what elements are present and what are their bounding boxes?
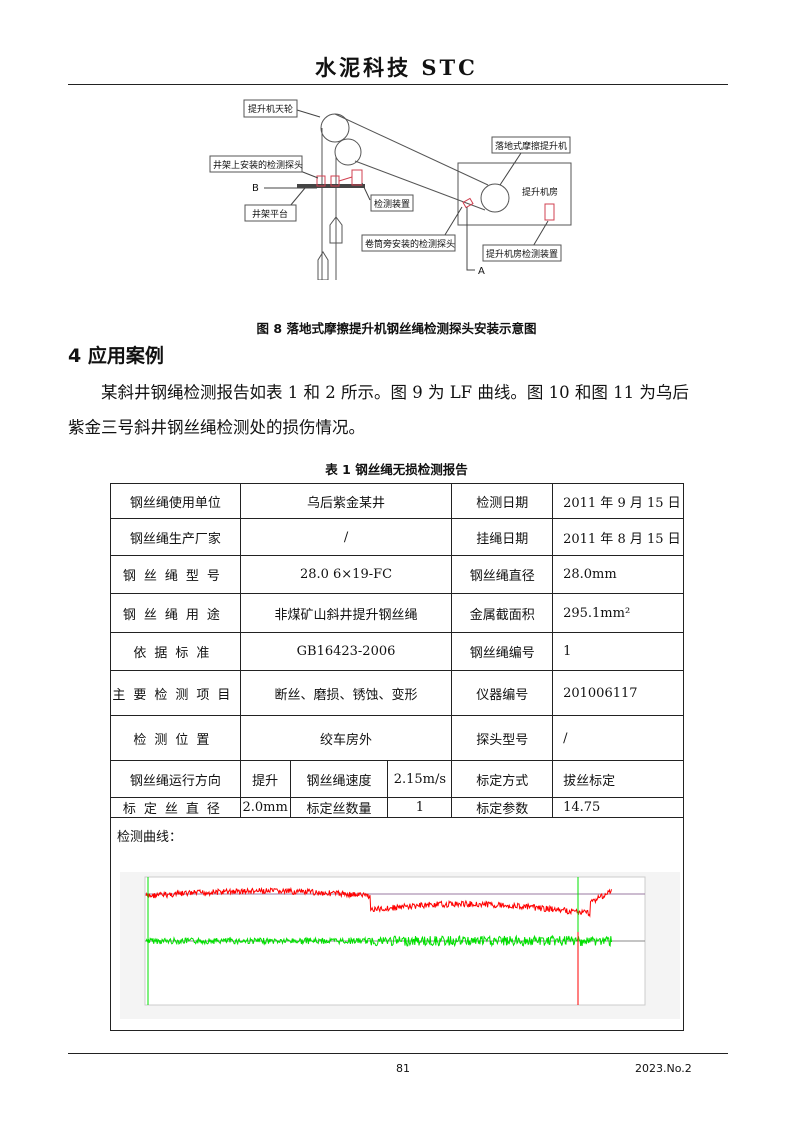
header-rule xyxy=(68,84,728,85)
field-label: 钢丝绳运行方向 xyxy=(110,760,241,798)
field-label: 钢丝绳直径 xyxy=(451,555,554,594)
field-label: 标定丝数量 xyxy=(289,797,389,818)
table-row: 标定丝直径 2.0mm 标定丝数量 1 标定参数 14.75 xyxy=(110,797,684,818)
table-row: 钢丝绳使用单位 乌后紫金某井 检测日期 2011 年 9 月 15 日 xyxy=(110,483,684,519)
field-label: 金属截面积 xyxy=(451,593,554,633)
lf-curve-chart xyxy=(120,872,680,1019)
field-value: / xyxy=(239,518,453,556)
field-value: 14.75 xyxy=(552,797,684,818)
field-label: 标定方式 xyxy=(451,760,554,798)
field-value: 28.0 6×19-FC xyxy=(239,555,453,594)
field-label: 标定参数 xyxy=(451,797,554,818)
field-value: 非煤矿山斜井提升钢丝绳 xyxy=(239,593,453,633)
field-label: 钢丝绳速度 xyxy=(289,760,389,798)
field-label: 钢丝绳用途 xyxy=(110,593,241,633)
field-label: 检测日期 xyxy=(451,483,554,519)
field-label: 仪器编号 xyxy=(451,670,554,716)
field-value: 295.1mm² xyxy=(552,593,684,633)
field-label: 钢丝绳生产厂家 xyxy=(110,518,241,556)
table-row: 钢丝绳用途 非煤矿山斜井提升钢丝绳 金属截面积 295.1mm² xyxy=(110,593,684,633)
issue-label: 2023.No.2 xyxy=(635,1062,692,1075)
field-value: 拔丝标定 xyxy=(552,760,684,798)
field-value: 乌后紫金某井 xyxy=(239,483,453,519)
label-sheave: 提升机天轮 xyxy=(248,103,293,115)
curve-label: 检测曲线： xyxy=(117,830,183,845)
table-row: 钢丝绳生产厂家 / 挂绳日期 2011 年 8 月 15 日 xyxy=(110,518,684,556)
table-1: 钢丝绳使用单位 乌后紫金某井 检测日期 2011 年 9 月 15 日钢丝绳生产厂家 /… xyxy=(110,483,684,1031)
label-probe-by-drum: 卷筒旁安装的检测探头 xyxy=(365,238,455,250)
lma-series-line xyxy=(145,886,612,918)
conveyance-2 xyxy=(329,216,343,244)
field-label: 挂绳日期 xyxy=(451,518,554,556)
field-label: 探头型号 xyxy=(451,715,554,761)
field-value: 1 xyxy=(387,797,453,818)
field-value: 2011 年 8 月 15 日 xyxy=(552,518,684,556)
table-1-caption: 表 1 钢丝绳无损检测报告 xyxy=(325,462,468,477)
table-row: 检测位置 绞车房外 探头型号 / xyxy=(110,715,684,761)
field-label: 钢丝绳使用单位 xyxy=(110,483,241,519)
field-label: 主要检测项目 xyxy=(110,670,241,716)
field-value: 2.0mm xyxy=(239,797,291,818)
figure-8-diagram: 提升机天轮 井架上安装的检测探头 B 井架平台 检测装置 卷筒旁安装的检测探头 … xyxy=(209,99,572,280)
lf-series-line xyxy=(145,934,612,948)
table-row: 钢丝绳运行方向 提升 钢丝绳速度 2.15m/s 标定方式 拔丝标定 xyxy=(110,760,684,798)
figure-8-caption: 图 8 落地式摩擦提升机钢丝绳检测探头安装示意图 xyxy=(256,321,537,336)
section-paragraph: 某斜井钢绳检测报告如表 1 和 2 所示。图 9 为 LF 曲线。图 10 和图… xyxy=(68,375,728,445)
field-label: 标定丝直径 xyxy=(110,797,241,818)
field-value: GB16423-2006 xyxy=(239,632,453,671)
field-label: 检测位置 xyxy=(110,715,241,761)
field-value: 断丝、磨损、锈蚀、变形 xyxy=(239,670,453,716)
paragraph-line: 紫金三号斜井钢丝绳检测处的损伤情况。 xyxy=(68,418,365,437)
label-hoist-room: 提升机房 xyxy=(522,186,558,198)
field-label: 钢丝绳编号 xyxy=(451,632,554,671)
label-a: A xyxy=(478,266,485,277)
hoist-drum xyxy=(480,183,510,213)
table-row: 钢丝绳型号 28.0 6×19-FC 钢丝绳直径 28.0mm xyxy=(110,555,684,594)
field-label: 钢丝绳型号 xyxy=(110,555,241,594)
field-value: 提升 xyxy=(239,760,291,798)
field-value: 2011 年 9 月 15 日 xyxy=(552,483,684,519)
paragraph-line: 某斜井钢绳检测报告如表 1 和 2 所示。图 9 为 LF 曲线。图 10 和图… xyxy=(101,383,689,402)
field-label: 依据标准 xyxy=(110,632,241,671)
conveyance-1 xyxy=(317,251,329,280)
page-number: 81 xyxy=(396,1062,410,1075)
section-heading: 4 应用案例 xyxy=(68,345,164,367)
label-platform: 井架平台 xyxy=(252,208,288,220)
journal-header: 水泥科技 STC xyxy=(315,55,478,80)
field-value: 201006117 xyxy=(552,670,684,716)
sheave-2 xyxy=(334,138,362,166)
label-room-device: 提升机房检测装置 xyxy=(486,248,558,260)
footer-rule xyxy=(68,1053,728,1054)
label-probe-on-frame: 井架上安装的检测探头 xyxy=(213,159,303,171)
label-friction-hoist: 落地式摩擦提升机 xyxy=(495,140,567,152)
field-value: / xyxy=(552,715,684,761)
table-row: 主要检测项目 断丝、磨损、锈蚀、变形 仪器编号 201006117 xyxy=(110,670,684,716)
label-b: B xyxy=(252,183,259,194)
field-value: 28.0mm xyxy=(552,555,684,594)
field-value: 1 xyxy=(552,632,684,671)
table-row: 依据标准 GB16423-2006 钢丝绳编号 1 xyxy=(110,632,684,671)
field-value: 2.15m/s xyxy=(387,760,453,798)
field-value: 绞车房外 xyxy=(239,715,453,761)
label-device: 检测装置 xyxy=(374,198,410,210)
